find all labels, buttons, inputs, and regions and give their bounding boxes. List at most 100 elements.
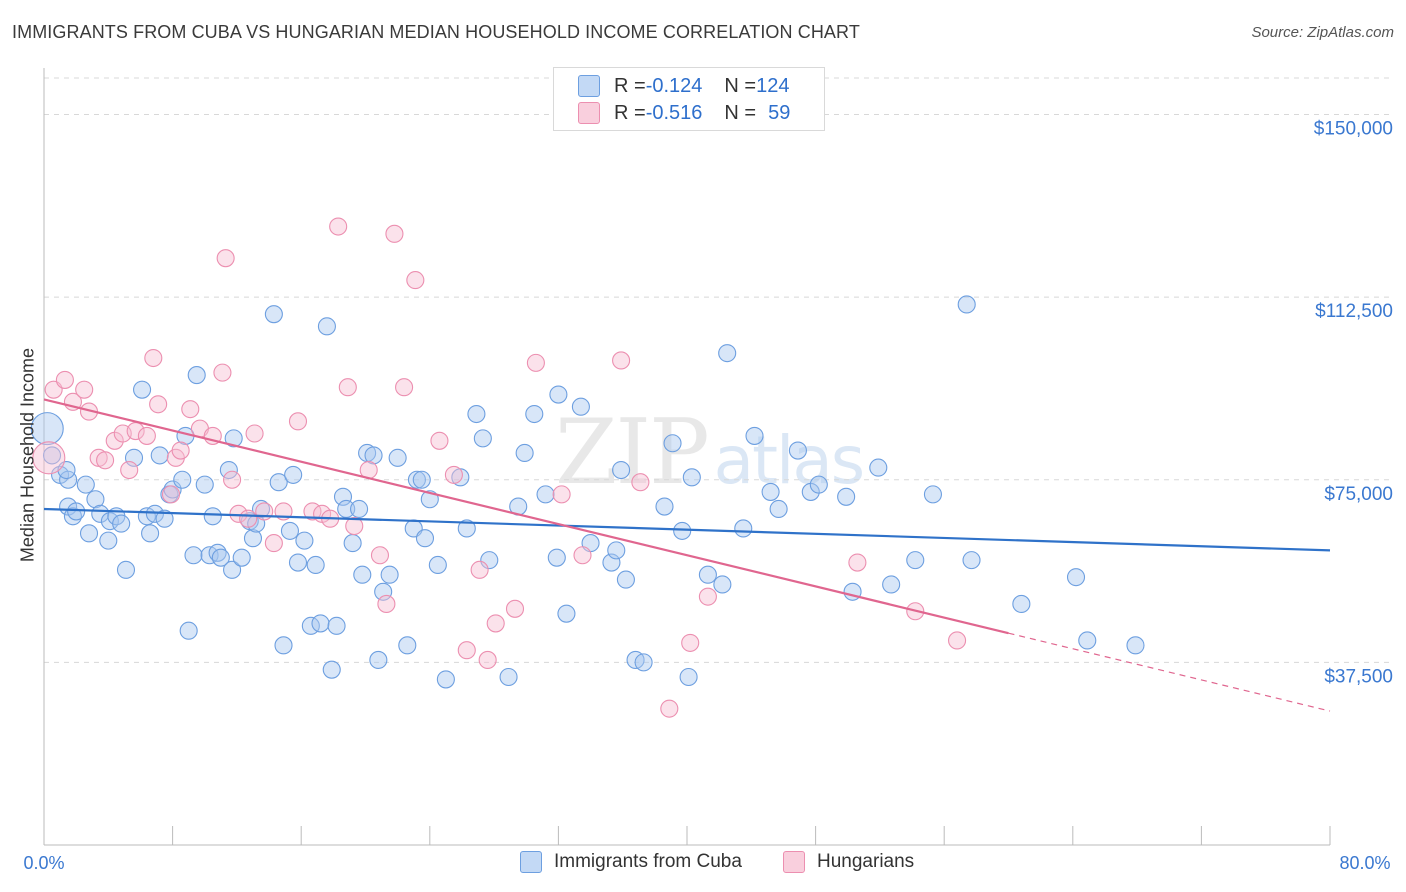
cuba-point: [962, 551, 981, 570]
cuba-point: [224, 429, 243, 448]
cuba-point: [602, 553, 621, 572]
cuba-point: [364, 446, 383, 465]
cuba-point: [369, 650, 388, 669]
watermark-zip: ZIP: [555, 400, 710, 505]
cuba-point: [499, 667, 518, 687]
cuba-point: [673, 521, 692, 540]
legend-label-hungarians: Hungarians: [817, 851, 915, 872]
hungarian-point: [144, 348, 163, 368]
cuba-point: [76, 475, 95, 494]
cuba-point: [607, 541, 626, 560]
cuba-point: [745, 426, 764, 445]
cuba-point: [788, 441, 807, 460]
cuba-point: [655, 497, 674, 516]
cuba-point: [353, 565, 372, 584]
watermark: ZIPatlas: [555, 400, 865, 505]
cuba-point: [251, 499, 271, 519]
cuba-point: [274, 636, 293, 655]
cuba-point: [195, 475, 214, 494]
cuba-point: [837, 487, 856, 506]
x-tick-label-left: 0.0%: [23, 853, 64, 873]
legend-n-value: 59: [768, 101, 791, 124]
legend-swatch-pink: [578, 102, 600, 124]
cuba-point: [436, 670, 455, 689]
chart-title: IMMIGRANTS FROM CUBA VS HUNGARIAN MEDIAN…: [12, 22, 860, 42]
cuba-point: [415, 529, 435, 548]
hungarian-point: [478, 650, 497, 669]
hungarian-point: [120, 460, 139, 480]
legend-r-label: R =: [614, 74, 646, 97]
legend-item-hungarians[interactable]: Hungarians: [783, 851, 914, 873]
cuba-point: [184, 546, 203, 565]
hungarian-point: [457, 641, 476, 660]
hungarian-point: [631, 473, 650, 492]
y-tick-label: $37,500: [1324, 666, 1393, 687]
hungarian-point: [345, 516, 364, 536]
legend-row-cuba: R = -0.124 N = 124: [578, 73, 789, 99]
cuba-point: [679, 667, 698, 687]
watermark-atlas: atlas: [713, 422, 865, 499]
cuba-point: [663, 434, 682, 453]
cuba-point: [187, 366, 206, 385]
cuba-point: [317, 317, 336, 336]
cuba-point: [155, 509, 174, 528]
y-axis-label: Median Household Income: [17, 347, 38, 563]
hungarian-point: [216, 249, 235, 268]
cuba-point: [1078, 631, 1097, 650]
hungarian-point: [338, 378, 357, 397]
cuba-point: [467, 404, 486, 424]
hungarian-point: [32, 441, 66, 475]
hungarian-point: [377, 594, 396, 613]
y-tick-label: $112,500: [1315, 301, 1393, 322]
hungarian-point: [55, 370, 74, 389]
cuba-point: [480, 551, 499, 570]
hungarian-point: [96, 451, 115, 470]
cuba-point: [536, 485, 555, 504]
cuba-point: [350, 499, 369, 519]
hungarian-point: [181, 400, 200, 419]
source-label: Source: ZipAtlas.com: [1251, 24, 1394, 41]
cuba-point: [761, 482, 780, 501]
cuba-trend-line: [43, 507, 1331, 552]
legend-row-hungarians: R = -0.516 N = 59: [578, 100, 790, 126]
hungarian-point: [573, 546, 592, 565]
cuba-point: [133, 380, 152, 399]
series-legend: Immigrants from Cuba Hungarians: [0, 851, 1406, 877]
cuba-point: [203, 507, 222, 526]
cuba-point: [515, 443, 534, 463]
y-tick-label: $150,000: [1314, 119, 1393, 140]
cuba-point: [116, 560, 136, 579]
hungarian-point: [264, 534, 283, 553]
cuba-point: [407, 470, 426, 489]
hungarian-point: [948, 631, 967, 650]
cuba-point: [398, 636, 417, 655]
hungarian-point: [444, 465, 463, 484]
cuba-point: [571, 397, 590, 416]
legend-swatch-pink: [783, 851, 805, 873]
hungarian-point: [75, 380, 94, 399]
cuba-point: [86, 490, 105, 509]
cuba-point: [428, 555, 447, 575]
hungarian-point: [505, 599, 525, 618]
hungarian-point: [470, 560, 489, 579]
cuba-point: [295, 531, 314, 550]
cuba-point: [112, 514, 131, 533]
cuba-point: [698, 565, 717, 584]
hungarian-point: [229, 504, 248, 523]
cuba-point: [412, 470, 431, 489]
cuba-point: [906, 551, 925, 570]
cuba-point: [1126, 636, 1145, 655]
cuba-point: [869, 458, 888, 477]
cuba-point: [713, 575, 732, 594]
cuba-point: [79, 524, 99, 543]
cuba-point: [343, 534, 362, 553]
cuba-point: [557, 604, 576, 623]
cuba-point: [42, 446, 62, 465]
cuba-point: [718, 344, 737, 363]
cuba-point: [1012, 594, 1031, 613]
legend-item-cuba[interactable]: Immigrants from Cuba: [520, 851, 742, 873]
hungarian-point: [698, 587, 717, 606]
hungarian-point: [137, 426, 156, 445]
legend-r-label: R =: [614, 101, 646, 124]
cuba-point: [322, 660, 341, 679]
